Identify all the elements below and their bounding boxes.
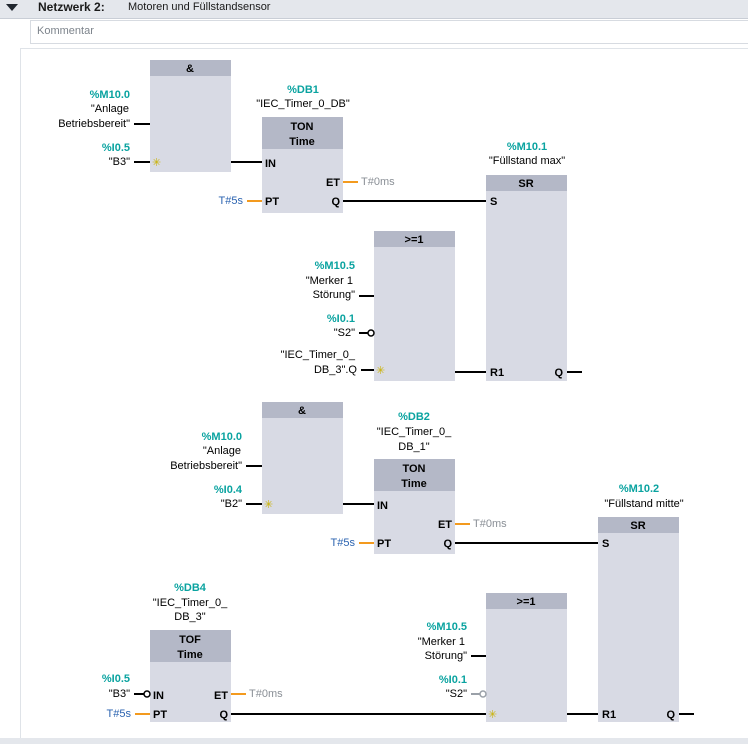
ton2-et-value[interactable]: T#0ms [473,518,507,530]
contact2-i0-1-address: %I0.1 [439,674,467,686]
contact2-m10-5-symbol-line2: Störung" [425,650,468,662]
ton2-pin-in: IN [377,500,388,512]
contact2-m10-0-symbol-line1: "Anlage [203,445,241,457]
sr2-pin-s: S [602,538,609,550]
tof-instance-name-line2: DB_3" [174,611,206,623]
ton2-instance-address: %DB2 [398,411,430,423]
tof-pt-value[interactable]: T#5s [107,708,132,720]
comment-placeholder: Kommentar [37,25,94,37]
contact-i0-5-symbol: "B3" [109,156,130,168]
ton1-instance-name: "IEC_Timer_0_DB" [256,98,350,110]
comment-field[interactable]: Kommentar [30,20,748,44]
sr-block-1[interactable]: SR S R1 Q [486,175,567,381]
ton1-subtitle: Time [289,136,314,148]
timer-q-symbol-line2: DB_3".Q [314,364,357,376]
sr1-pin-s: S [490,196,497,208]
sr1-title: SR [518,178,533,190]
or-block-1[interactable]: >=1 [374,231,455,381]
add-input-star-icon[interactable]: ✳ [376,364,385,377]
ton2-instance-name-line2: DB_1" [398,441,430,453]
contact2-i0-1-symbol: "S2" [446,688,467,700]
and-block-2[interactable]: & [262,402,343,514]
contact-i0-1-address: %I0.1 [327,313,355,325]
tof-pin-pt: PT [153,709,167,721]
tof-pin-q: Q [219,709,228,721]
sr1-pin-r1: R1 [490,367,504,379]
contact-m10-5-symbol-line1: "Merker 1 [306,275,353,287]
contact2-m10-5-symbol-line1: "Merker 1 [418,636,465,648]
ton1-pin-in: IN [265,158,276,170]
ton1-title: TON [290,121,313,133]
contact2-m10-0-address: %M10.0 [202,431,242,443]
contact-i0-4-address: %I0.4 [214,484,243,496]
add-input-star-icon[interactable]: ✳ [264,498,273,511]
add-input-star-icon[interactable]: ✳ [152,156,161,169]
contact2-i0-5-symbol: "B3" [109,688,130,700]
contact-m10-5-address: %M10.5 [315,260,355,272]
add-input-star-icon[interactable]: ✳ [488,708,497,721]
ton2-instance-name-line1: "IEC_Timer_0_ [377,426,452,438]
ton2-pin-pt: PT [377,538,391,550]
ton2-pin-q: Q [443,538,452,550]
negation-circle-icon [367,329,375,337]
network-header[interactable]: Netzwerk 2: Motoren und Füllstandsensor [0,0,748,19]
contact-m10-0-symbol-line2: Betriebsbereit" [58,118,130,130]
sr1-name: "Füllstand max" [489,155,565,167]
bottom-scrollbar[interactable] [0,738,748,744]
sr-block-2[interactable]: SR S R1 Q [598,517,679,722]
contact-m10-5-symbol-line2: Störung" [313,289,356,301]
tof-title: TOF [179,634,201,646]
ton1-et-value[interactable]: T#0ms [361,176,395,188]
sr2-name: "Füllstand mitte" [604,498,683,510]
tof-instance-name-line1: "IEC_Timer_0_ [153,597,228,609]
negation-circle-icon [479,690,487,698]
sr2-title: SR [630,520,645,532]
sr1-address: %M10.1 [507,141,547,153]
ton2-pt-value[interactable]: T#5s [331,537,356,549]
ton-block-2[interactable]: TON Time IN PT ET Q [374,459,455,554]
ton1-pin-pt: PT [265,196,279,208]
and-block-2-title: & [298,405,306,417]
or1-title: >=1 [405,234,424,246]
contact2-i0-5-address: %I0.5 [102,673,130,685]
tof-pin-et: ET [214,690,228,702]
contact-i0-4-symbol: "B2" [221,498,242,510]
ton1-pin-q: Q [331,196,340,208]
contact2-m10-5-address: %M10.5 [427,621,467,633]
ton2-pin-et: ET [438,519,452,531]
or2-title: >=1 [517,596,536,608]
network-title[interactable]: Motoren und Füllstandsensor [128,1,271,13]
collapse-triangle-icon[interactable] [6,4,18,11]
ton1-pt-value[interactable]: T#5s [219,195,244,207]
sr1-pin-q: Q [554,367,563,379]
sr2-pin-q: Q [666,709,675,721]
tof-et-value[interactable]: T#0ms [249,688,283,700]
tof-instance-address: %DB4 [174,582,207,594]
contact-i0-5-address: %I0.5 [102,142,130,154]
contact-m10-0-symbol-line1: "Anlage [91,103,129,115]
ton2-subtitle: Time [401,478,426,490]
negation-circle-icon [143,690,151,698]
ton2-title: TON [402,463,425,475]
ton1-instance-address: %DB1 [287,84,319,96]
network-label: Netzwerk 2: [38,0,105,14]
tof-pin-in: IN [153,690,164,702]
or-block-2[interactable]: >=1 [486,593,567,722]
ton1-pin-et: ET [326,177,340,189]
and-block-1-title: & [186,63,194,75]
timer-q-symbol-line1: "IEC_Timer_0_ [281,349,356,361]
ton-block-1[interactable]: TON Time IN PT ET Q [262,117,343,213]
and-block-1[interactable]: & [150,60,231,172]
contact-i0-1-symbol: "S2" [334,327,355,339]
tof-subtitle: Time [177,649,202,661]
contact-m10-0-address: %M10.0 [90,89,130,101]
contact2-m10-0-symbol-line2: Betriebsbereit" [170,460,242,472]
sr2-pin-r1: R1 [602,709,616,721]
sr2-address: %M10.2 [619,483,659,495]
tof-block[interactable]: TOF Time IN PT ET Q [150,630,231,722]
